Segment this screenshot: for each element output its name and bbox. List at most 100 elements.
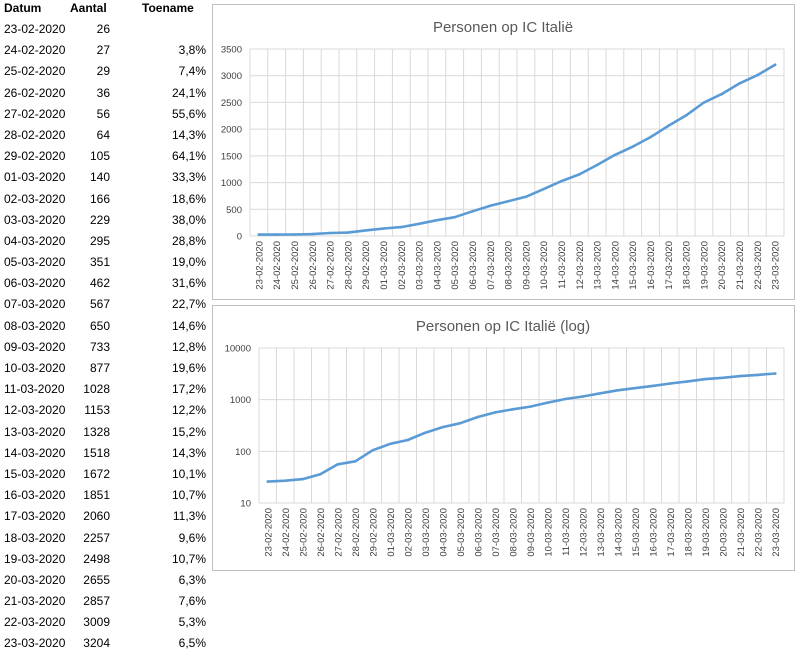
cell-count: 29 — [96, 64, 110, 79]
x-tick-label: 21-03-2020 — [735, 241, 746, 290]
data-point — [423, 431, 427, 435]
data-point — [275, 233, 278, 236]
x-tick-label: 12-03-2020 — [575, 241, 586, 290]
data-point — [435, 218, 439, 222]
data-point — [720, 92, 723, 96]
table-row: 18-03-2020 2257 9,6% — [0, 528, 212, 549]
cell-growth: 38,0% — [171, 212, 206, 227]
x-tick-label: 18-03-2020 — [683, 508, 694, 557]
data-point — [633, 386, 637, 390]
x-tick-label: 27-02-2020 — [333, 508, 344, 557]
cell-growth: 6,5% — [178, 636, 206, 651]
table-row: 24-02-2020 27 3,8% — [0, 40, 212, 61]
cell-count: 1153 — [84, 403, 110, 418]
x-tick-label: 18-03-2020 — [682, 241, 693, 290]
x-tick-label: 05-03-2020 — [450, 241, 461, 290]
table-row: 23-02-2020 26 — [0, 19, 212, 40]
x-tick-label: 02-03-2020 — [397, 241, 408, 290]
data-table: Datum Aantal Toename 23-02-2020 26 24-02-2… — [0, 0, 212, 655]
cell-date: 20-03-2020 — [4, 572, 66, 587]
x-tick-label: 06-03-2020 — [468, 241, 479, 290]
y-tick-label: 500 — [226, 205, 242, 216]
cell-date: 21-03-2020 — [4, 594, 66, 609]
cell-count: 56 — [96, 106, 110, 121]
cell-count: 26 — [96, 22, 110, 36]
cell-count: 64 — [96, 127, 110, 142]
data-point — [311, 232, 314, 236]
series-line — [257, 63, 777, 236]
data-point — [476, 415, 480, 419]
data-point — [524, 195, 528, 199]
y-tick-label: 3000 — [221, 71, 242, 82]
x-tick-label: 10-03-2020 — [539, 241, 550, 290]
x-tick-label: 25-02-2020 — [298, 508, 309, 557]
cell-date: 19-03-2020 — [4, 551, 66, 566]
y-tick-label: 1000 — [230, 395, 251, 406]
data-point — [581, 395, 585, 398]
cell-date: 18-03-2020 — [4, 530, 66, 545]
cell-date: 13-03-2020 — [4, 424, 66, 439]
cell-count: 351 — [89, 255, 110, 270]
x-tick-label: 23-02-2020 — [254, 241, 265, 290]
table-row: 08-03-2020 650 14,6% — [0, 316, 212, 337]
data-point — [578, 173, 581, 176]
data-point — [595, 163, 599, 167]
cell-count: 1028 — [83, 382, 110, 397]
cell-date: 14-03-2020 — [4, 445, 66, 460]
x-tick-label: 20-03-2020 — [718, 508, 729, 557]
data-point — [703, 377, 707, 381]
cell-growth: 55,6% — [171, 106, 206, 121]
data-point — [382, 227, 385, 230]
cell-date: 25-02-2020 — [4, 64, 66, 79]
x-tick-label: 08-03-2020 — [508, 508, 519, 557]
chart-title: Personen op IC Italië (log) — [416, 318, 590, 335]
x-tick-label: 23-03-2020 — [771, 241, 782, 290]
data-point — [493, 411, 497, 414]
cell-date: 26-02-2020 — [4, 85, 66, 100]
x-tick-label: 01-03-2020 — [379, 241, 390, 290]
cell-count: 567 — [89, 297, 110, 312]
data-point — [453, 215, 456, 219]
data-point — [702, 101, 706, 104]
data-point — [773, 63, 777, 67]
x-tick-label: 21-03-2020 — [736, 508, 747, 557]
y-tick-label: 3500 — [221, 45, 242, 56]
data-point — [388, 442, 392, 446]
cell-date: 15-03-2020 — [4, 466, 66, 481]
cell-count: 2498 — [83, 551, 110, 566]
data-point — [353, 460, 357, 463]
log-chart: Personen op IC Italië (log) 10 100 1000 100… — [212, 305, 795, 571]
cell-date: 02-03-2020 — [4, 191, 66, 206]
data-point — [546, 401, 550, 404]
cell-date: 24-02-2020 — [4, 43, 66, 58]
cell-date: 23-02-2020 — [4, 22, 66, 36]
x-tick-label: 16-03-2020 — [648, 508, 659, 557]
data-point — [301, 477, 305, 481]
cell-count: 105 — [89, 149, 110, 164]
cell-growth: 17,2% — [171, 382, 206, 397]
x-tick-label: 19-03-2020 — [699, 241, 710, 290]
data-point — [686, 380, 690, 383]
x-tick-label: 29-02-2020 — [361, 241, 372, 290]
cell-date: 27-02-2020 — [4, 106, 66, 121]
data-point — [651, 384, 655, 388]
x-tick-label: 01-03-2020 — [386, 508, 397, 557]
table-row: 17-03-2020 2060 11,3% — [0, 506, 212, 527]
x-tick-label: 08-03-2020 — [504, 241, 515, 290]
cell-growth: 10,7% — [171, 551, 206, 566]
data-point — [458, 421, 462, 425]
cell-growth: 7,4% — [178, 64, 206, 79]
linear-chart: Personen op IC Italië 0 500 1000 1500 2000 25… — [212, 4, 795, 300]
x-tick-label: 06-03-2020 — [473, 508, 484, 557]
x-tick-label: 03-03-2020 — [415, 241, 426, 290]
x-tick-label: 02-03-2020 — [403, 508, 414, 557]
x-tick-label: 11-03-2020 — [561, 508, 572, 556]
x-tick-label: 14-03-2020 — [610, 241, 621, 290]
cell-date: 06-03-2020 — [4, 276, 66, 291]
data-point — [400, 225, 403, 229]
table-row: 01-03-2020 140 33,3% — [0, 167, 212, 188]
x-tick-label: 24-02-2020 — [272, 241, 283, 290]
table-row: 15-03-2020 1672 10,1% — [0, 464, 212, 485]
cell-date: 11-03-2020 — [4, 382, 65, 397]
x-tick-label: 27-02-2020 — [326, 241, 337, 290]
